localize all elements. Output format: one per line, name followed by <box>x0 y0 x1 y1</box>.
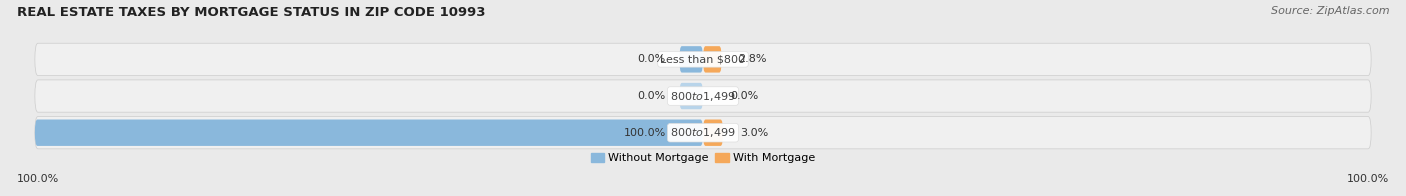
FancyBboxPatch shape <box>35 120 703 146</box>
FancyBboxPatch shape <box>679 83 703 109</box>
Text: 100.0%: 100.0% <box>17 174 59 184</box>
FancyBboxPatch shape <box>703 46 721 73</box>
Text: 3.0%: 3.0% <box>740 128 768 138</box>
Text: Less than $800: Less than $800 <box>661 54 745 64</box>
Legend: Without Mortgage, With Mortgage: Without Mortgage, With Mortgage <box>586 148 820 168</box>
FancyBboxPatch shape <box>679 46 703 73</box>
Text: 100.0%: 100.0% <box>1347 174 1389 184</box>
FancyBboxPatch shape <box>35 80 1371 112</box>
Text: 100.0%: 100.0% <box>624 128 666 138</box>
FancyBboxPatch shape <box>35 43 1371 75</box>
Text: Source: ZipAtlas.com: Source: ZipAtlas.com <box>1271 6 1389 16</box>
FancyBboxPatch shape <box>703 120 723 146</box>
Text: 2.8%: 2.8% <box>738 54 768 64</box>
FancyBboxPatch shape <box>35 117 1371 149</box>
Text: REAL ESTATE TAXES BY MORTGAGE STATUS IN ZIP CODE 10993: REAL ESTATE TAXES BY MORTGAGE STATUS IN … <box>17 6 485 19</box>
Text: 0.0%: 0.0% <box>638 54 666 64</box>
Text: 0.0%: 0.0% <box>638 91 666 101</box>
Text: $800 to $1,499: $800 to $1,499 <box>671 126 735 139</box>
Text: $800 to $1,499: $800 to $1,499 <box>671 90 735 103</box>
Text: 0.0%: 0.0% <box>730 91 758 101</box>
